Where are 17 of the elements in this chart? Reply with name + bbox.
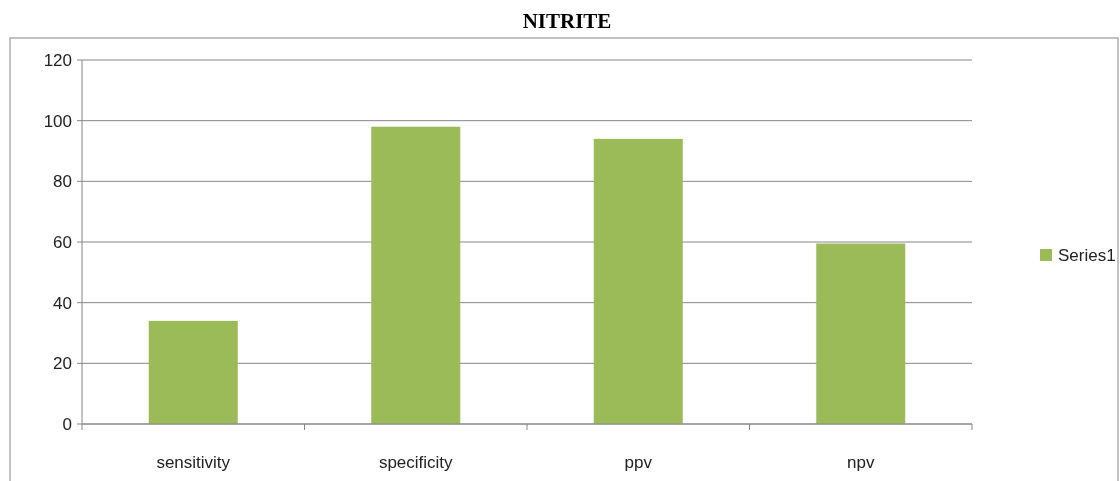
x-tick-label: ppv [624,453,653,472]
bar [371,126,461,424]
bar [816,243,906,424]
y-tick-label: 80 [53,172,72,192]
legend-label: Series1 [1058,245,1116,265]
y-tick-label: 40 [53,293,72,313]
y-tick-label: 60 [53,232,72,252]
x-tick-label: specificity [378,453,454,472]
y-tick-label: 120 [43,50,72,70]
x-tick-label: sensitivity [156,453,231,472]
y-tick-label: 0 [62,414,72,434]
x-tick-label: npv [847,453,875,472]
y-tick-label: 100 [43,111,72,131]
bar [593,138,683,424]
chart-title: NITRITE [522,9,612,33]
y-tick-label: 20 [53,354,72,374]
bar [148,320,238,424]
